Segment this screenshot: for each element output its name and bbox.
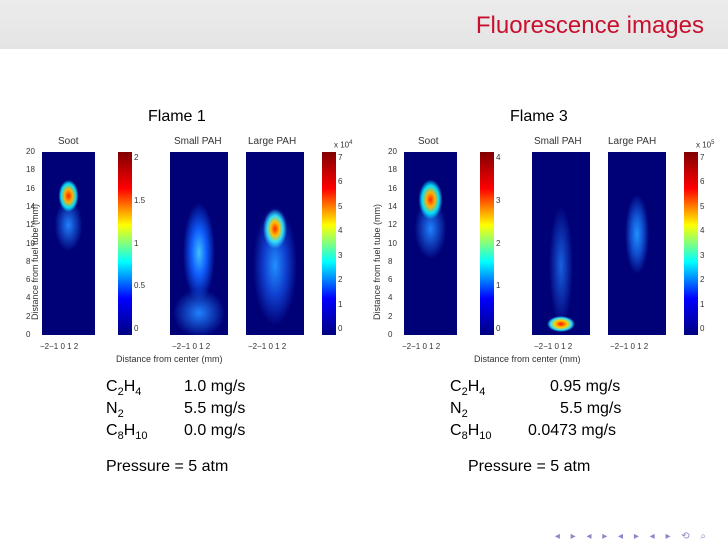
flame1-pah-cbar-tick-label: 0 [338,324,343,333]
flame1-panel-soot-label: Soot [58,136,79,147]
beamer-navigation[interactable]: ◂ ▸ ◂ ▸ ◂ ▸ ◂ ▸ ⟲ ⌕ [554,531,710,542]
flame1-largepah-image [246,152,304,335]
flame1-y-tick-label: 18 [26,165,35,175]
flame3-y-tick-label: 16 [388,183,397,193]
flame1-block: Flame 1 Soot Small PAH Large PAH x 104 D… [20,100,353,370]
flame3-soot-cbar-tick-label: 1 [496,281,501,291]
flame1-y-tick-label: 0 [26,330,31,339]
flame1-y-tick-label: 6 [26,275,31,285]
flame3-pah-cbar-tick-label: 1 [700,299,705,309]
flame1-soot-cbar-tick-label: 1 [134,238,139,248]
flame1-species-value: 0.0 mg/s [184,422,246,439]
flame3-panel-soot-label: Soot [418,136,439,147]
flame3-title: Flame 3 [510,108,568,125]
flame1-y-tick-label: 16 [26,183,35,193]
flame1-xticks-smallpah: −2−1 0 1 2 [172,342,211,351]
flame3-pah-cbar-tick-label: 5 [700,201,705,211]
flame1-soot-image [42,152,95,335]
flame3-xticks-soot: −2−1 0 1 2 [402,342,441,351]
flame1-species-row: C2H4 1.0 mg/s [106,378,246,399]
flame3-y-tick-label: 0 [388,330,393,339]
flame3-pah-cbar-multiplier: x 105 [696,140,715,150]
flame3-pah-cbar-tick-label: 4 [700,226,705,236]
flame3-y-tick-label: 20 [388,147,397,156]
flame1-y-tick-label: 14 [26,201,35,211]
flame3-species-row: C2H4 0.95 mg/s [450,378,621,399]
flame3-panel-largepah-label: Large PAH [608,136,657,147]
flame1-soot-cbar-tick-label: 2 [134,153,139,162]
flame1-xlabel: Distance from center (mm) [116,354,223,364]
flame1-pah-cbar-tick-label: 2 [338,275,343,285]
flame3-species-value: 0.95 mg/s [550,378,621,395]
flame1-xticks-soot: −2−1 0 1 2 [40,342,79,351]
flame3-block: Flame 3 Soot Small PAH Large PAH x 105 D… [372,100,715,370]
flame3-y-tick-label: 18 [388,165,397,175]
flame3-pah-cbar-tick-label: 2 [700,275,705,285]
flame3-smallpah-image [532,152,590,335]
flame1-pah-colorbar [322,152,336,335]
flame1-soot-cbar-tick-label: 0.5 [134,281,146,291]
flame1-pah-cbar-tick-label: 4 [338,226,343,236]
flame1-y-tick-label: 10 [26,238,35,248]
flame3-soot-colorbar [480,152,494,335]
flame3-pah-cbar-tick-label: 3 [700,250,705,260]
flame3-y-tick-label: 14 [388,201,397,211]
flame1-pah-cbar-tick-label: 6 [338,177,343,187]
flame3-soot-cbar-tick-label: 3 [496,195,501,205]
flame1-smallpah-image [170,152,228,335]
flame3-panel-smallpah-label: Small PAH [534,136,582,147]
flame3-soot-cbar-tick-label: 0 [496,324,501,333]
flame3-y-tick-label: 4 [388,293,393,303]
flame1-species-value: 5.5 mg/s [184,400,246,417]
flame3-y-tick-label: 12 [388,220,397,230]
flame1-y-tick-label: 2 [26,311,31,321]
flame3-y-tick-label: 10 [388,238,397,248]
flame1-pah-cbar-tick-label: 1 [338,299,343,309]
flame1-pah-cbar-tick-label: 5 [338,201,343,211]
flame1-soot-cbar-tick-label: 1.5 [134,195,146,205]
flame3-species-row: N2 5.5 mg/s [450,400,622,421]
flame1-pah-cbar-tick-label: 3 [338,250,343,260]
flame3-soot-cbar-tick-label: 4 [496,153,501,162]
flame1-xticks-largepah: −2−1 0 1 2 [248,342,287,351]
flame1-soot-cbar-tick-label: 0 [134,324,139,333]
flame1-panel-smallpah-label: Small PAH [174,136,222,147]
flame1-title: Flame 1 [148,108,206,125]
flame3-pah-colorbar [684,152,698,335]
flame1-soot-colorbar [118,152,132,335]
flame3-ylabel: Distance from fuel tube (mm) [372,203,382,320]
flame1-species-value: 1.0 mg/s [184,378,246,395]
flame1-species-row: N2 5.5 mg/s [106,400,246,421]
flame3-xticks-largepah: −2−1 0 1 2 [610,342,649,351]
slide-title: Fluorescence images [475,12,704,39]
flame3-pah-cbar-tick-label: 7 [700,153,705,162]
flame1-pah-cbar-tick-label: 7 [338,153,343,162]
flame1-conditions: C2H4 1.0 mg/s N2 5.5 mg/s C8H10 0.0 mg/s [106,376,246,443]
flame1-panel-largepah-label: Large PAH [248,136,297,147]
flame3-largepah-image [608,152,666,335]
flame1-species-row: C8H10 0.0 mg/s [106,422,246,443]
flame3-pah-cbar-tick-label: 0 [700,324,705,333]
flame3-xlabel: Distance from center (mm) [474,354,581,364]
flame3-pah-cbar-tick-label: 6 [700,177,705,187]
flame1-y-tick-label: 20 [26,147,35,156]
flame3-y-tick-label: 2 [388,311,393,321]
flame3-species-value: 5.5 mg/s [560,400,622,417]
flame3-y-tick-label: 6 [388,275,393,285]
flame1-pah-cbar-multiplier: x 104 [334,140,353,150]
flame3-y-tick-label: 8 [388,256,393,266]
flame3-conditions: C2H4 0.95 mg/s N2 5.5 mg/s C8H10 0.0473 … [450,376,622,443]
flame1-pressure: Pressure = 5 atm [106,458,229,475]
flame3-pressure: Pressure = 5 atm [468,458,591,475]
flame1-y-tick-label: 4 [26,293,31,303]
flame3-species-value: 0.0473 mg/s [528,422,617,439]
flame3-soot-image [404,152,457,335]
flame1-y-tick-label: 12 [26,220,35,230]
flame1-y-tick-label: 8 [26,256,31,266]
flame3-xticks-smallpah: −2−1 0 1 2 [534,342,573,351]
flame3-species-row: C8H10 0.0473 mg/s [450,422,617,443]
flame3-soot-cbar-tick-label: 2 [496,238,501,248]
header-band [0,0,728,49]
